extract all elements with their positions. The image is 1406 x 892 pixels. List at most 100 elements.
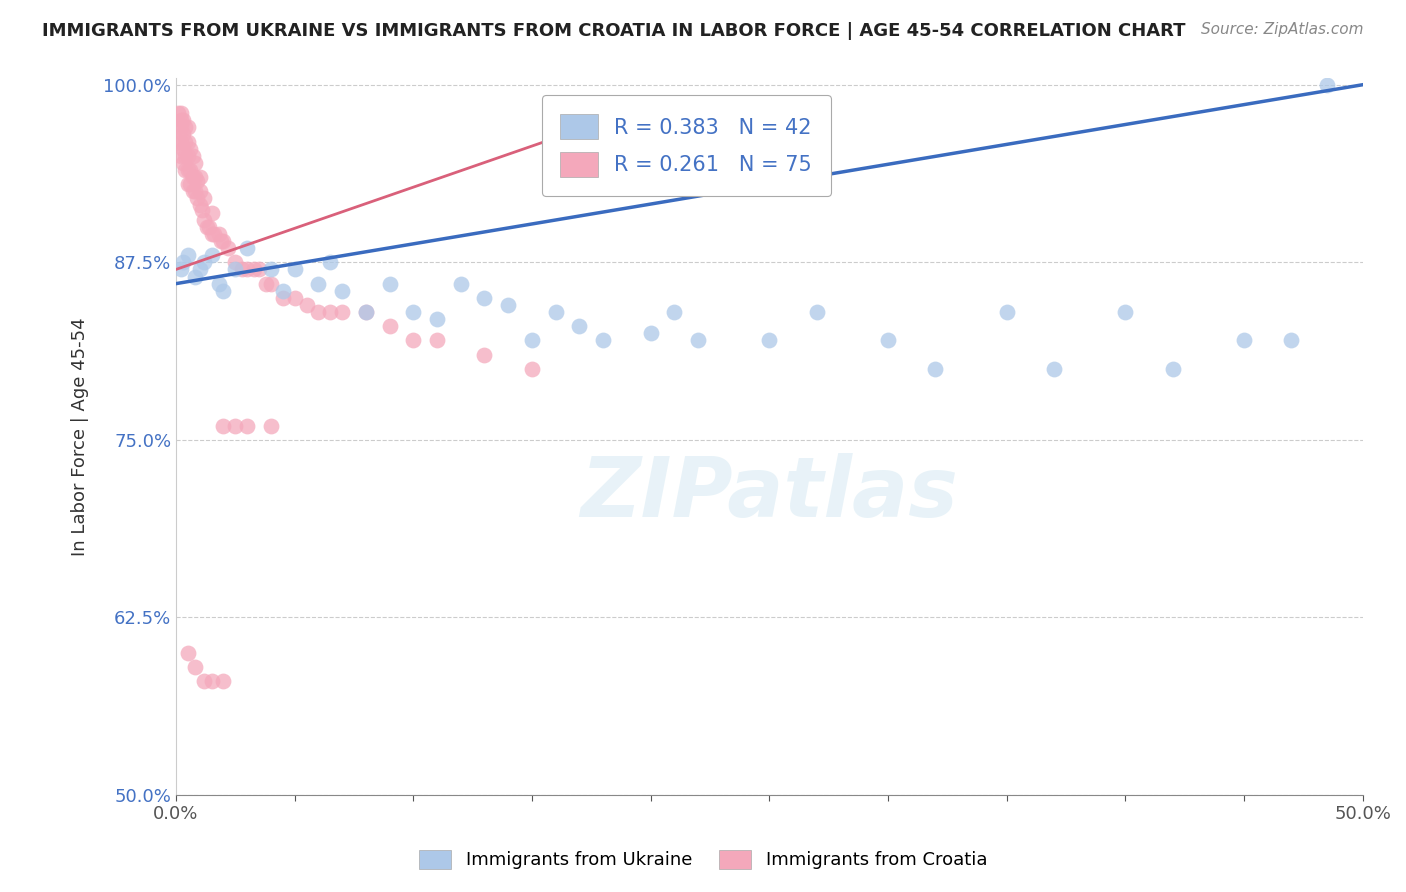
- Point: [193, 255, 215, 269]
- Point: [236, 418, 259, 433]
- Point: [224, 255, 246, 269]
- Point: [184, 269, 207, 284]
- Point: [172, 128, 194, 142]
- Point: [378, 277, 401, 291]
- Point: [188, 262, 211, 277]
- Point: [179, 163, 201, 178]
- Point: [307, 305, 329, 319]
- Point: [181, 184, 204, 198]
- Point: [1316, 78, 1339, 92]
- Point: [319, 255, 342, 269]
- Point: [170, 135, 193, 149]
- Point: [212, 674, 235, 689]
- Point: [208, 227, 231, 241]
- Point: [260, 262, 283, 277]
- Point: [184, 660, 207, 674]
- Point: [1233, 334, 1256, 348]
- Point: [177, 163, 200, 178]
- Point: [217, 241, 239, 255]
- Point: [378, 319, 401, 334]
- Text: IMMIGRANTS FROM UKRAINE VS IMMIGRANTS FROM CROATIA IN LABOR FORCE | AGE 45-54 CO: IMMIGRANTS FROM UKRAINE VS IMMIGRANTS FR…: [42, 22, 1185, 40]
- Point: [208, 277, 231, 291]
- Point: [568, 319, 591, 334]
- Point: [426, 334, 449, 348]
- Point: [758, 334, 780, 348]
- Point: [247, 262, 270, 277]
- Point: [224, 262, 246, 277]
- Point: [354, 305, 377, 319]
- Point: [496, 298, 519, 312]
- Point: [193, 212, 215, 227]
- Point: [170, 262, 193, 277]
- Point: [212, 284, 235, 298]
- Point: [284, 262, 307, 277]
- Point: [198, 219, 221, 234]
- Point: [212, 418, 235, 433]
- Point: [188, 170, 211, 185]
- Point: [170, 113, 193, 128]
- Point: [426, 312, 449, 326]
- Point: [172, 255, 194, 269]
- Point: [188, 184, 211, 198]
- Point: [544, 305, 567, 319]
- Point: [186, 174, 208, 188]
- Point: [1114, 305, 1136, 319]
- Point: [172, 156, 194, 170]
- Point: [295, 298, 318, 312]
- Point: [184, 184, 207, 198]
- Point: [200, 227, 222, 241]
- Point: [191, 202, 214, 217]
- Point: [254, 277, 277, 291]
- Point: [177, 646, 200, 660]
- Point: [307, 277, 329, 291]
- Point: [174, 163, 197, 178]
- Point: [474, 348, 496, 362]
- Point: [177, 248, 200, 262]
- Point: [167, 106, 190, 120]
- Point: [592, 334, 614, 348]
- Point: [520, 362, 543, 376]
- Point: [260, 277, 283, 291]
- Point: [474, 291, 496, 305]
- Point: [330, 305, 353, 319]
- Point: [236, 241, 259, 255]
- Point: [167, 135, 190, 149]
- Point: [170, 120, 193, 135]
- Point: [402, 334, 425, 348]
- Point: [193, 674, 215, 689]
- Point: [1043, 362, 1066, 376]
- Point: [200, 205, 222, 219]
- Point: [177, 177, 200, 191]
- Point: [184, 156, 207, 170]
- Y-axis label: In Labor Force | Age 45-54: In Labor Force | Age 45-54: [72, 317, 89, 556]
- Point: [186, 191, 208, 205]
- Point: [354, 305, 377, 319]
- Point: [209, 234, 232, 248]
- Point: [174, 135, 197, 149]
- Point: [284, 291, 307, 305]
- Point: [402, 305, 425, 319]
- Point: [640, 326, 662, 341]
- Point: [174, 149, 197, 163]
- Point: [181, 149, 204, 163]
- Point: [243, 262, 266, 277]
- Text: Source: ZipAtlas.com: Source: ZipAtlas.com: [1201, 22, 1364, 37]
- Point: [167, 120, 190, 135]
- Point: [224, 418, 246, 433]
- Point: [181, 170, 204, 185]
- Point: [177, 149, 200, 163]
- Point: [1161, 362, 1184, 376]
- Point: [177, 135, 200, 149]
- Point: [260, 418, 283, 433]
- Point: [188, 198, 211, 212]
- Point: [236, 262, 259, 277]
- Point: [450, 277, 472, 291]
- Point: [520, 334, 543, 348]
- Point: [231, 262, 253, 277]
- Point: [995, 305, 1018, 319]
- Point: [200, 674, 222, 689]
- Point: [924, 362, 946, 376]
- Point: [179, 177, 201, 191]
- Legend: R = 0.383   N = 42, R = 0.261   N = 75: R = 0.383 N = 42, R = 0.261 N = 75: [541, 95, 831, 196]
- Point: [200, 248, 222, 262]
